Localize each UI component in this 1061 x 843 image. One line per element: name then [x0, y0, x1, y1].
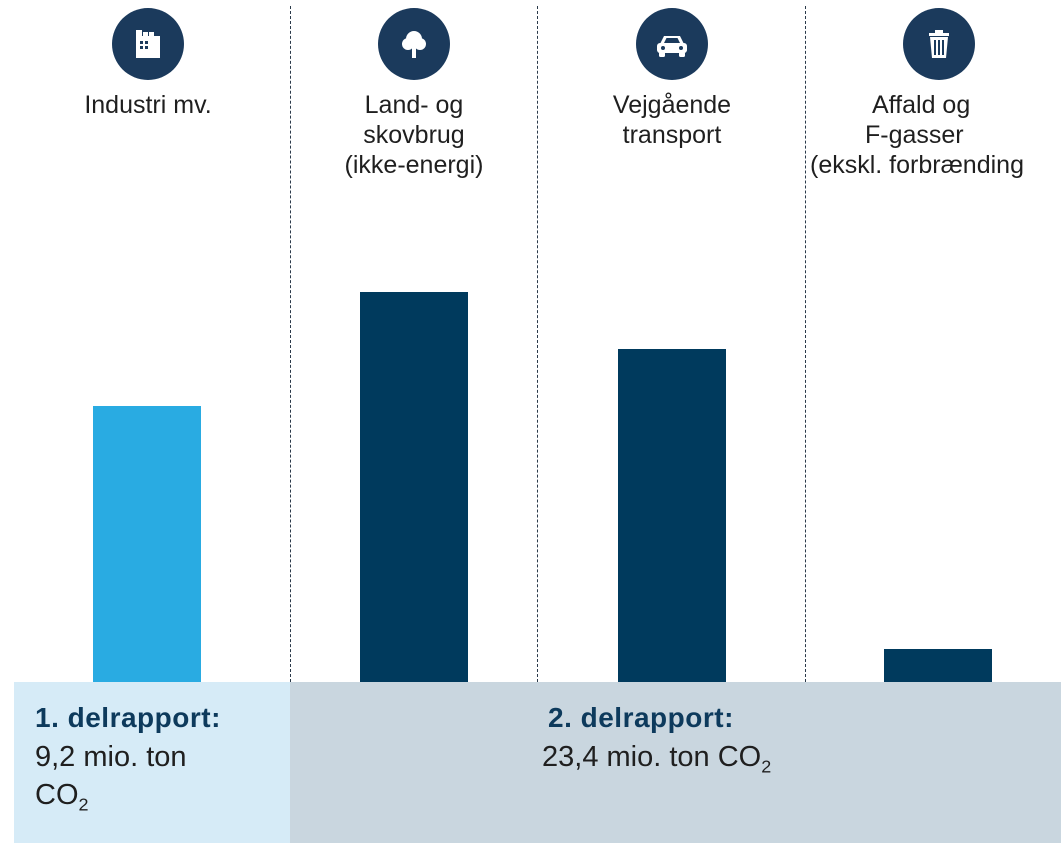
car-icon — [636, 8, 708, 80]
category-label-affald: Affald og F-gasser (ekskl. forbrænding — [808, 90, 1061, 180]
category-label-line: Land- og — [364, 91, 464, 119]
category-label-line: Vejgående — [612, 91, 732, 119]
panel-part2-value: 23,4 mio. ton CO2 — [542, 738, 1061, 776]
divider-1 — [290, 6, 291, 682]
bar-4 — [884, 649, 992, 682]
panel-part1: 1. delrapport: 9,2 mio. ton CO2 — [14, 682, 290, 843]
co2-subscript: 2 — [761, 756, 772, 777]
category-label-line: (ekskl. forbrænding — [810, 151, 1024, 179]
panel-part2-title: 2. delrapport: — [548, 702, 734, 733]
category-label-line: transport — [622, 121, 722, 149]
category-label-vejgaaende-transport: Vejgående transport — [572, 90, 772, 150]
bar-2 — [360, 292, 468, 682]
panel-part1-title: 1. delrapport: — [35, 702, 221, 733]
trash-icon — [903, 8, 975, 80]
panel-part1-value-line2: CO2 — [35, 776, 290, 814]
factory-icon — [112, 8, 184, 80]
category-label-line: (ikke-energi) — [344, 151, 484, 179]
tree-icon — [378, 8, 450, 80]
co2-subscript: 2 — [78, 794, 89, 815]
bar-1 — [93, 406, 201, 682]
category-label-line: Industri mv. — [84, 91, 212, 119]
panel-part2: 2. delrapport: 23,4 mio. ton CO2 — [290, 682, 1061, 843]
category-label-line: F-gasser — [865, 121, 964, 149]
category-label-line: skovbrug — [363, 121, 465, 149]
category-label-land-skovbrug: Land- og skovbrug (ikke-energi) — [314, 90, 514, 180]
divider-3 — [805, 6, 806, 682]
panel-part2-value-text: 23,4 mio. ton CO — [542, 741, 762, 773]
panel-part1-value-line1: 9,2 mio. ton — [35, 741, 187, 773]
co2-text: CO — [35, 779, 79, 811]
bar-3 — [618, 349, 726, 682]
divider-2 — [537, 6, 538, 682]
category-label-industri: Industri mv. — [48, 90, 248, 120]
category-label-line: Affald og — [872, 91, 971, 119]
panel-part1-value: 9,2 mio. ton CO2 — [35, 738, 290, 814]
